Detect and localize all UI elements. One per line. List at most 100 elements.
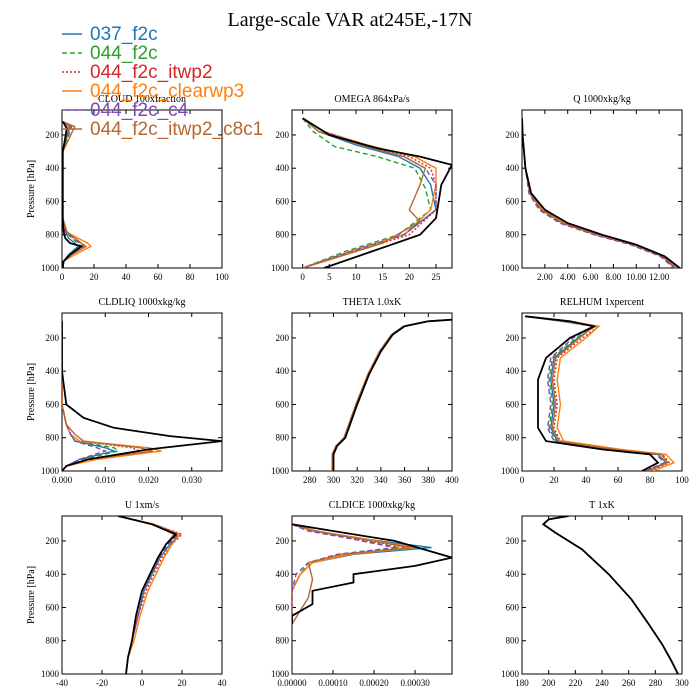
x-tick-label: 4.00 [560, 272, 576, 282]
x-tick-label: 300 [675, 678, 689, 688]
reference-line [62, 121, 84, 268]
x-tick-label: -20 [96, 678, 108, 688]
y-tick-label: 800 [276, 230, 290, 240]
panel-title: RELHUM 1xpercent [560, 297, 644, 308]
y-tick-label: 1000 [271, 466, 290, 476]
series-line-044_f2c_c4 [331, 319, 451, 471]
legend-label: 044_f2c_itwp2 [90, 62, 213, 83]
x-tick-label: 220 [569, 678, 583, 688]
legend-label: 044_f2c_clearwp3 [90, 81, 244, 102]
y-tick-label: 200 [506, 536, 520, 546]
y-tick-label: 1000 [501, 263, 520, 273]
panel-title: CLDLIQ 1000xkg/kg [99, 297, 186, 308]
x-tick-label: 80 [186, 272, 196, 282]
y-tick-label: 800 [46, 636, 60, 646]
series-line-037_f2c [62, 321, 117, 471]
y-tick-label: 800 [506, 230, 520, 240]
x-tick-label: 0 [140, 678, 145, 688]
y-tick-label: 600 [506, 399, 520, 409]
y-axis-label: Pressure [hPa] [26, 160, 37, 218]
panel-frame [61, 515, 223, 675]
x-tick-label: 0.00020 [359, 678, 389, 688]
y-tick-label: 200 [46, 333, 60, 343]
x-tick-label: 380 [422, 475, 436, 485]
y-tick-label: 1000 [271, 669, 290, 679]
x-tick-label: 0.000 [52, 475, 73, 485]
y-tick-label: 1000 [41, 669, 60, 679]
y-tick-label: 600 [276, 602, 290, 612]
x-tick-label: 0 [300, 272, 305, 282]
x-tick-label: 0 [520, 475, 525, 485]
y-tick-label: 600 [276, 399, 290, 409]
x-tick-label: 0.010 [95, 475, 116, 485]
y-tick-label: 200 [276, 333, 290, 343]
reference-line [332, 318, 452, 471]
x-tick-label: 10.00 [626, 272, 647, 282]
panels: CLOUD 100xfraction2004006008001000Pressu… [26, 94, 689, 688]
y-tick-label: 1000 [41, 263, 60, 273]
series-line-044_f2c_itwp2_c8c1 [522, 118, 677, 268]
x-tick-label: 0.00010 [318, 678, 348, 688]
y-tick-label: 200 [506, 130, 520, 140]
y-tick-label: 600 [506, 196, 520, 206]
series-line-044_f2c [542, 516, 679, 674]
y-tick-label: 600 [46, 602, 60, 612]
reference-line [302, 117, 452, 268]
series-line-044_f2c_c4 [522, 118, 675, 268]
series-line-044_f2c_itwp2_c8c1 [542, 516, 679, 674]
series-line-037_f2c [542, 516, 679, 674]
y-tick-label: 200 [506, 333, 520, 343]
series-line-044_f2c [331, 319, 451, 471]
series-line-044_f2c_c4 [62, 321, 108, 471]
y-tick-label: 200 [46, 130, 60, 140]
x-tick-label: 180 [515, 678, 529, 688]
panel-cloud: CLOUD 100xfraction2004006008001000Pressu… [26, 94, 229, 282]
x-tick-label: 20 [90, 272, 100, 282]
reference-line [541, 516, 679, 674]
x-tick-label: -40 [56, 678, 68, 688]
panel-title: THETA 1.0xK [343, 297, 402, 308]
series-line-044_f2c_clearwp3 [117, 516, 182, 674]
x-tick-label: 8.00 [606, 272, 622, 282]
y-tick-label: 600 [276, 196, 290, 206]
y-axis-label: Pressure [hPa] [26, 566, 37, 624]
series-line-044_f2c_itwp2_c8c1 [292, 523, 412, 625]
x-tick-label: 60 [614, 475, 624, 485]
series-line-044_f2c_itwp2 [331, 319, 451, 471]
x-tick-label: 15 [378, 272, 388, 282]
series-line-044_f2c_itwp2 [522, 118, 676, 268]
panel-theta: THETA 1.0xK 200 400 600 800 1000 280 300 320 340 3… [271, 297, 459, 485]
y-tick-label: 400 [276, 569, 290, 579]
x-tick-label: 80 [646, 475, 656, 485]
series-line-044_f2c_itwp2 [525, 315, 671, 471]
series-line-044_f2c_clearwp3 [542, 516, 679, 674]
y-tick-label: 400 [46, 163, 60, 173]
y-tick-label: 800 [276, 636, 290, 646]
series-line-044_f2c_itwp2 [62, 321, 143, 471]
x-tick-label: 240 [595, 678, 609, 688]
y-tick-label: 400 [276, 163, 290, 173]
y-tick-label: 400 [46, 366, 60, 376]
panel-title: CLDICE 1000xkg/kg [329, 500, 415, 511]
panel-title: T 1xK [589, 500, 615, 511]
x-tick-label: 6.00 [583, 272, 599, 282]
legend-label: 044_f2c [90, 43, 158, 64]
y-tick-label: 200 [276, 130, 290, 140]
figure-title: Large-scale VAR at245E,-17N [228, 9, 473, 31]
y-tick-label: 400 [506, 569, 520, 579]
y-tick-label: 1000 [501, 466, 520, 476]
x-tick-label: 40 [582, 475, 592, 485]
series-line-044_f2c_clearwp3 [302, 117, 437, 268]
x-tick-label: 0.00030 [400, 678, 430, 688]
y-tick-label: 800 [506, 433, 520, 443]
legend-label: 037_f2c [90, 24, 158, 45]
reference-line [117, 516, 178, 674]
panel-omega: OMEGA 864xPa/s 200 400 600 800 1000 0 5 10 15 20 25 [271, 94, 453, 282]
y-tick-label: 600 [46, 399, 60, 409]
x-tick-label: 200 [542, 678, 556, 688]
x-tick-label: 0 [60, 272, 65, 282]
y-tick-label: 600 [46, 196, 60, 206]
